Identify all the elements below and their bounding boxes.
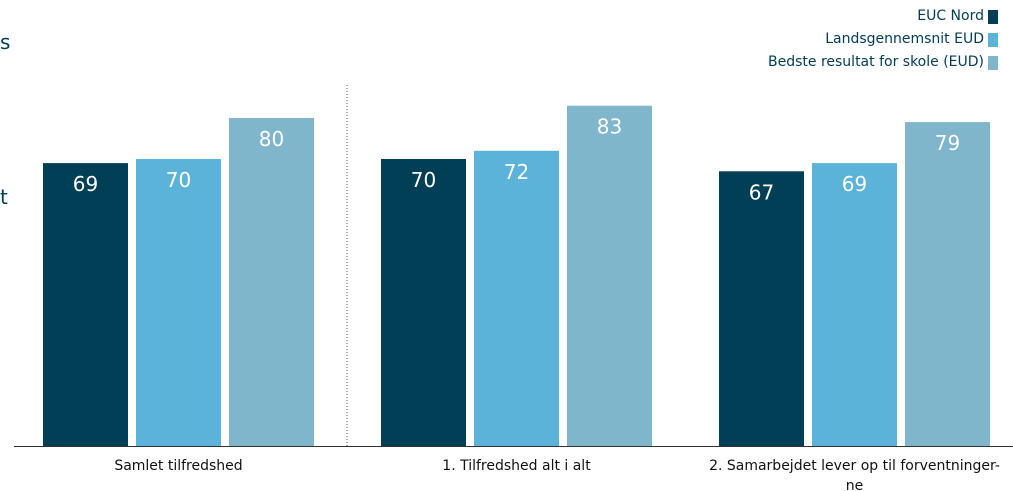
legend: EUC Nord Landsgennemsnit EUD Bedste resu… xyxy=(768,5,998,74)
bar xyxy=(719,171,804,447)
data-label: 80 xyxy=(259,127,284,151)
legend-swatch xyxy=(988,55,998,70)
legend-label: Bedste resultat for skole (EUD) xyxy=(768,54,984,70)
data-label: 67 xyxy=(749,180,774,204)
category-label: ne xyxy=(846,478,864,491)
legend-item-euc-nord: EUC Nord xyxy=(768,5,998,28)
legend-item-bedste-resultat: Bedste resultat for skole (EUD) xyxy=(768,51,998,74)
bar xyxy=(136,159,221,446)
legend-swatch xyxy=(988,32,998,47)
data-label: 70 xyxy=(411,168,436,192)
bar xyxy=(567,105,652,446)
data-label: 79 xyxy=(935,131,960,155)
data-label: 69 xyxy=(842,172,867,196)
label-fragment: t xyxy=(0,185,8,209)
bar xyxy=(381,159,466,446)
title-fragment: s xyxy=(0,30,11,54)
category-label: 1. Tilfredshed alt i alt xyxy=(442,458,591,474)
category-label: 2. Samarbejdet lever op til forventninge… xyxy=(709,458,1000,474)
legend-label: EUC Nord xyxy=(917,8,984,24)
data-label: 69 xyxy=(73,172,98,196)
bar xyxy=(43,163,128,446)
data-label: 83 xyxy=(597,115,622,139)
bar xyxy=(474,150,559,447)
legend-label: Landsgennemsnit EUD xyxy=(825,31,984,47)
legend-item-landsgennemsnit: Landsgennemsnit EUD xyxy=(768,28,998,51)
bar xyxy=(812,163,897,446)
bar xyxy=(905,122,990,446)
bar xyxy=(229,118,314,446)
data-label: 70 xyxy=(166,168,191,192)
data-label: 72 xyxy=(504,160,529,184)
category-label: Samlet tilfredshed xyxy=(114,458,242,474)
legend-swatch xyxy=(988,9,998,24)
